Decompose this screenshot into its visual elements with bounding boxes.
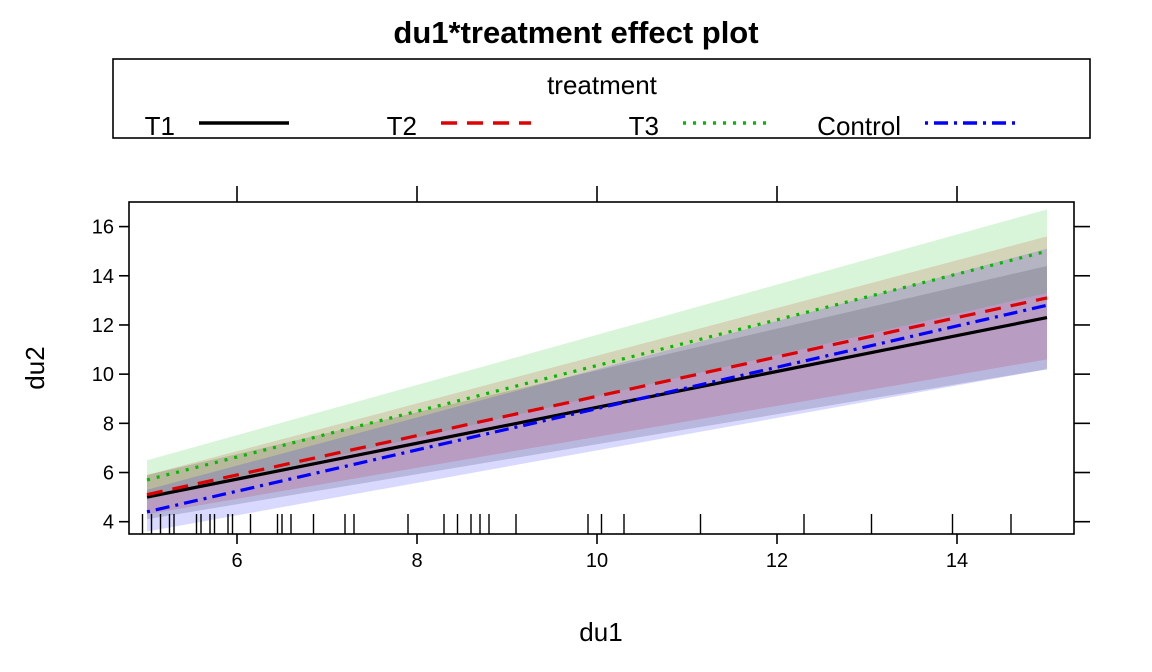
- y-tick-label: 4: [103, 512, 114, 534]
- x-tick-label: 14: [946, 550, 968, 572]
- legend-label-control: Control: [817, 111, 901, 141]
- y-tick-label: 8: [103, 413, 114, 435]
- plot-frame: [128, 201, 1075, 535]
- y-axis: 4 6 8 10 12 14 16: [92, 217, 1090, 534]
- band-t2: [147, 236, 1047, 515]
- x-tick-label: 8: [411, 550, 422, 572]
- x-tick-label: 10: [586, 550, 608, 572]
- y-tick-label: 12: [92, 315, 114, 337]
- confidence-bands: [147, 209, 1047, 532]
- x-axis: 6 8 10 12 14: [231, 186, 968, 572]
- band-control: [147, 248, 1047, 532]
- legend-box: [112, 58, 1091, 139]
- rug-marks: [141, 514, 1012, 534]
- band-t3: [147, 209, 1047, 500]
- legend-label-t3: T3: [629, 111, 659, 141]
- chart-title: du1*treatment effect plot: [393, 15, 758, 50]
- y-axis-label: du2: [20, 346, 50, 389]
- series-lines: [146, 249, 1048, 514]
- x-axis-label: du1: [579, 617, 622, 647]
- y-tick-label: 10: [92, 364, 114, 386]
- legend: treatment T1 T2 T3 Control: [112, 58, 1091, 141]
- legend-label-t1: T1: [145, 111, 175, 141]
- y-tick-label: 14: [92, 266, 114, 288]
- legend-title: treatment: [547, 70, 658, 100]
- line-t1: [146, 316, 1048, 499]
- line-t2: [146, 296, 1048, 497]
- plot-panel: 6 8 10 12 14 4 6 8 10 12 14 16: [92, 186, 1090, 572]
- y-tick-label: 16: [92, 217, 114, 239]
- legend-entries: T1 T2 T3 Control: [145, 111, 1015, 141]
- band-t1: [147, 265, 1047, 520]
- x-tick-label: 6: [231, 550, 242, 572]
- legend-label-t2: T2: [387, 111, 417, 141]
- y-tick-label: 6: [103, 463, 114, 485]
- x-tick-label: 12: [766, 550, 788, 572]
- line-control: [146, 303, 1048, 514]
